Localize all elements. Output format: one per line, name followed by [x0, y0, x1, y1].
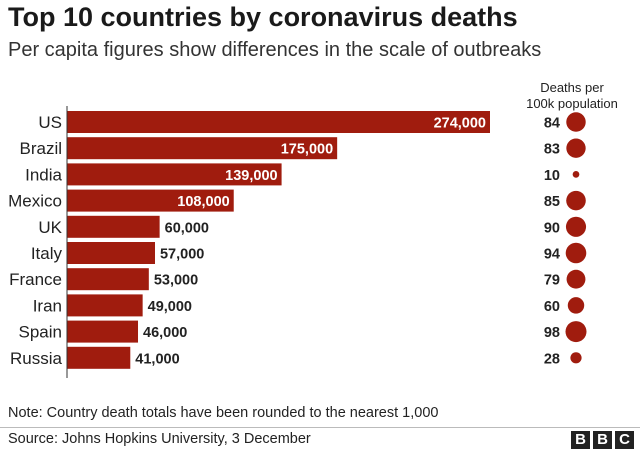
per-capita-bubble — [572, 171, 580, 178]
bar — [67, 242, 155, 264]
per-capita-value: 85 — [544, 194, 560, 210]
data-label: 139,000 — [225, 168, 277, 184]
per-capita-bubble — [565, 242, 587, 264]
bar — [67, 346, 131, 369]
bar — [67, 294, 143, 317]
per-capita-bubble — [566, 190, 586, 211]
category-label: Iran — [33, 296, 62, 315]
per-capita-value: 60 — [544, 299, 560, 315]
per-capita-value: 28 — [544, 351, 560, 367]
category-label: Italy — [31, 244, 63, 263]
per-capita-value: 98 — [544, 325, 560, 341]
bar — [67, 189, 234, 212]
per-capita-bubble — [565, 216, 587, 237]
bar — [67, 137, 338, 160]
per-capita-value: 79 — [544, 273, 560, 289]
chart-subtitle: Per capita figures show differences in t… — [8, 39, 542, 61]
data-label: 108,000 — [177, 194, 229, 210]
source-text: Source: Johns Hopkins University, 3 Dece… — [8, 431, 311, 447]
per-capita-bubble — [566, 112, 586, 132]
per-capita-value: 83 — [544, 142, 560, 158]
per-capita-header-line-1: Deaths per — [540, 80, 604, 95]
per-capita-value: 10 — [544, 168, 560, 184]
bar — [67, 320, 139, 343]
per-capita-bubble — [565, 321, 587, 343]
category-label: Brazil — [19, 139, 62, 158]
category-label: India — [25, 165, 62, 184]
data-label: 175,000 — [281, 142, 333, 158]
data-label: 46,000 — [143, 325, 187, 341]
category-label: Spain — [19, 323, 62, 342]
category-label: US — [38, 113, 62, 132]
bar — [67, 111, 490, 133]
bar — [67, 268, 149, 291]
bar-chart: Deaths per 100k population US 274,000 84 Br… — [8, 80, 618, 378]
data-label: 53,000 — [154, 273, 198, 289]
per-capita-value: 90 — [544, 220, 560, 236]
logo-letter: B — [571, 431, 590, 449]
category-label: Mexico — [8, 192, 62, 211]
data-label: 41,000 — [135, 351, 179, 367]
logo-letter: C — [615, 431, 634, 449]
category-label: France — [9, 270, 62, 289]
per-capita-bubble — [570, 352, 582, 364]
bar — [67, 215, 160, 238]
category-label: UK — [38, 218, 62, 237]
chart-title: Top 10 countries by coronavirus deaths — [8, 2, 518, 32]
bar — [67, 163, 282, 186]
category-label: Russia — [10, 349, 63, 368]
per-capita-bubble — [566, 138, 586, 158]
logo-letter: B — [593, 431, 612, 449]
per-capita-value: 84 — [544, 116, 560, 132]
per-capita-bubble — [567, 297, 585, 314]
data-label: 60,000 — [165, 220, 209, 236]
per-capita-header-line-2: 100k population — [526, 96, 618, 111]
data-label: 57,000 — [160, 247, 204, 263]
data-label: 274,000 — [434, 116, 486, 132]
bbc-logo: B B C — [571, 431, 634, 449]
footnote: Note: Country death totals have been rou… — [8, 405, 439, 421]
per-capita-value: 94 — [544, 247, 560, 263]
footer-divider — [0, 427, 640, 428]
data-label: 49,000 — [148, 299, 192, 315]
per-capita-bubble — [566, 269, 586, 289]
